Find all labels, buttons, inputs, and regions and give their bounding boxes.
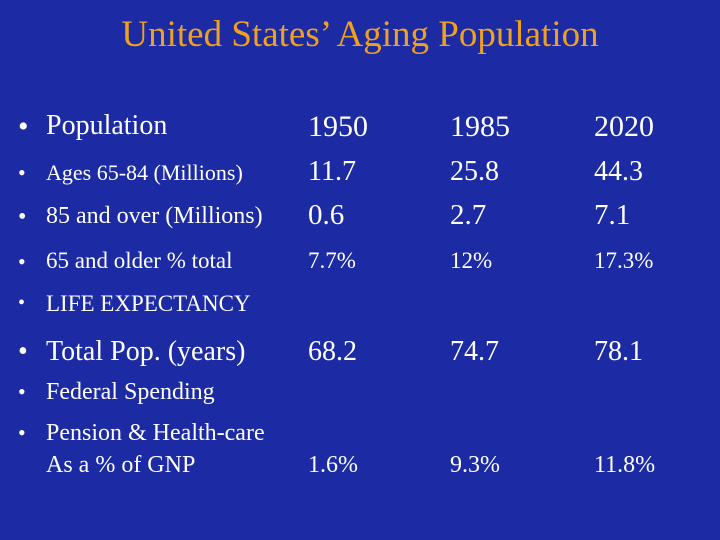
bullet-icon: • — [18, 420, 26, 445]
bullet-icon: • — [18, 379, 26, 404]
value-ages-65-84-1950: 11.7 — [308, 156, 356, 187]
bullet-icon: • — [18, 336, 28, 367]
bullet-icon: • — [18, 249, 26, 274]
year-1985: 1985 — [450, 110, 510, 143]
federal-spending-heading: Federal Spending — [46, 379, 215, 405]
year-2020: 2020 — [594, 110, 654, 143]
bullet-icon: • — [18, 110, 29, 143]
value-total-pop-1950: 68.2 — [308, 336, 357, 367]
value-total-pop-1985: 74.7 — [450, 336, 499, 367]
population-header-label: Population — [46, 110, 168, 141]
row-label-ages-65-84: Ages 65-84 (Millions) — [46, 160, 243, 185]
pension-health-care-label: Pension & Health-care — [46, 420, 265, 446]
bullet-icon: • — [18, 292, 26, 314]
value-gnp-1950: 1.6% — [308, 452, 358, 478]
row-label-65-and-older: 65 and older % total — [46, 248, 233, 273]
row-label-total-pop: Total Pop. (years) — [46, 336, 246, 367]
slide-title: United States’ Aging Population — [121, 14, 599, 55]
value-85-and-over-2020: 7.1 — [594, 199, 631, 231]
value-total-pop-2020: 78.1 — [594, 336, 643, 367]
value-85-and-over-1985: 2.7 — [450, 199, 487, 231]
value-gnp-2020: 11.8% — [594, 452, 656, 478]
bullet-icon: • — [18, 204, 27, 230]
value-ages-65-84-1985: 25.8 — [450, 156, 499, 187]
value-65-and-older-1950: 7.7% — [308, 248, 356, 273]
value-65-and-older-1985: 12% — [450, 248, 493, 273]
bullet-icon: • — [18, 160, 26, 185]
year-1950: 1950 — [308, 110, 368, 143]
value-ages-65-84-2020: 44.3 — [594, 156, 643, 187]
row-label-85-and-over: 85 and over (Millions) — [46, 203, 263, 229]
value-65-and-older-2020: 17.3% — [594, 248, 654, 273]
value-85-and-over-1950: 0.6 — [308, 199, 345, 231]
value-gnp-1985: 9.3% — [450, 452, 500, 478]
gnp-percent-label: As a % of GNP — [46, 452, 196, 478]
life-expectancy-heading: LIFE EXPECTANCY — [46, 291, 251, 316]
